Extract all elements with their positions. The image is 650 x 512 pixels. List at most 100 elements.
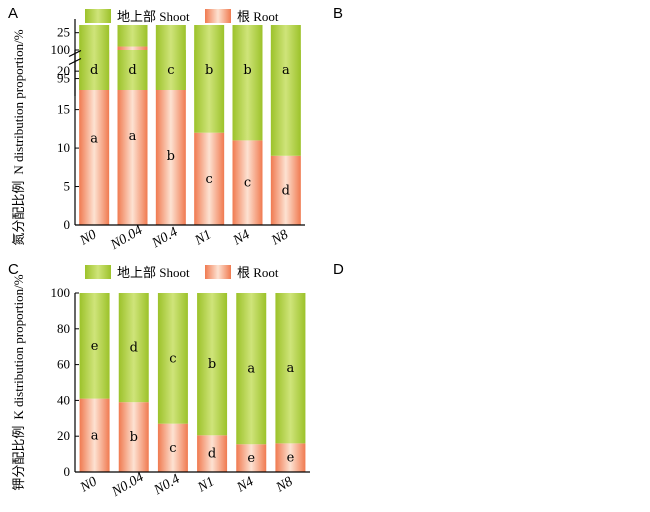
legend-label-shoot: 地上部 Shoot [117,265,190,280]
bar-root-N8 [275,443,306,472]
bar-root-N1 [197,435,228,472]
bar-shoot-lower-N0.04 [117,25,148,47]
sig-letter-shoot: b [243,63,251,78]
legend-label-shoot: 地上部 Shoot [117,9,190,24]
sig-letter-shoot: d [130,341,138,356]
sig-letter-root: c [206,172,213,187]
bar-shoot-upper-N8 [270,50,301,90]
x-tick-label: N0.04 [109,470,147,500]
bar-shoot-upper-N0 [79,50,110,90]
legend-swatch-root [205,265,231,279]
bar-root-N4 [236,444,267,472]
y-tick-label: 20 [57,63,70,78]
axes: 0 5 10 15 20 25 95 100 [51,19,305,232]
x-tick-label: N4 [230,227,253,249]
y-tick-label: 25 [57,25,70,40]
bar-shoot-N8 [275,293,306,444]
bar-root-N8 [270,155,301,225]
panel-letter: B [333,5,343,22]
x-tick-label: N8 [273,474,296,496]
sig-letter-shoot: c [169,351,176,366]
y-tick-label: 0 [64,217,71,232]
x-tick-label: N1 [192,227,215,249]
y-tick-label: 40 [57,392,70,407]
panel-letter: C [8,261,19,278]
x-tick-label: N8 [268,227,291,249]
sig-letter-root: c [169,441,176,456]
bar-shoot-N0.04 [118,293,149,403]
y-tick-label: 95 [57,71,70,86]
bar-root-N1 [194,132,225,225]
y-tick-label: 15 [57,102,70,117]
y-axis-label: 钾分配比例K distribution proportion/% [11,274,26,490]
chart-panel-a: A 地上部 Shoot 根 Root 氮分配比例N distribution prop… [8,5,305,253]
y-axis-label: 氮分配比例N distribution proportion/% [11,29,26,245]
sig-letter-shoot: e [91,339,99,354]
bar-shoot-upper-N0.04 [117,50,148,90]
y-tick-label: 5 [64,179,71,194]
bar-shoot-N4 [236,293,267,445]
bar-shoot-N0.4 [157,293,188,424]
bar-root-N0.04 [118,402,149,472]
sig-letter-root: d [282,183,290,198]
bars: a d a d b c c b c b d a [79,25,301,226]
y-tick-label: 100 [51,285,71,300]
y-tick-label: 10 [57,140,70,155]
legend: 地上部 Shoot 根 Root [85,9,279,24]
bar-root-N0.4 [157,423,188,472]
y-tick-label: 0 [64,464,71,479]
legend-swatch-shoot [85,265,111,279]
sig-letter-root: a [91,428,99,443]
sig-letter-shoot: d [128,63,136,78]
x-tick-label: N0.04 [107,223,145,253]
sig-letter-root: a [129,129,137,144]
sig-letter-root: e [287,451,295,466]
bar-root-N0.4 [155,86,186,226]
sig-letter-shoot: c [167,63,174,78]
bars: a e b d c c d b e a e a [79,293,306,472]
y-tick-label: 100 [51,42,71,57]
sig-letter-shoot: b [205,63,213,78]
sig-letter-root: c [244,176,251,191]
bar-root-N0 [79,398,110,472]
y-tick-label: 20 [57,428,70,443]
x-tick-label: N4 [234,474,257,496]
bar-shoot-N1 [197,293,228,436]
x-tick-label: N0 [77,227,100,249]
bar-shoot-upper-N1 [194,50,225,90]
bar-shoot-upper-N4 [232,50,263,90]
y-tick-label: 60 [57,357,70,372]
panel-letter: D [333,261,344,278]
sig-letter-root: b [167,149,175,164]
sig-letter-shoot: a [287,361,295,376]
sig-letter-root: a [90,131,98,146]
legend: 地上部 Shoot 根 Root [85,265,279,280]
axes: 0 20 40 60 80 100 [51,285,310,479]
sig-letter-root: e [247,451,255,466]
axis-break-mark [68,49,82,58]
panel-letter: A [8,5,18,22]
legend-label-root: 根 Root [237,265,279,280]
sig-letter-shoot: b [208,357,216,372]
chart-panel-c: C 地上部 Shoot 根 Root 钾分配比例K distribution prop… [8,261,310,500]
x-tick-label: N0.4 [149,225,181,252]
sig-letter-root: b [130,430,138,445]
sig-letter-shoot: a [282,63,290,78]
x-tick-label: N0 [77,474,100,496]
bar-shoot-lower-N0 [79,25,110,52]
legend-label-root: 根 Root [237,9,279,24]
x-tick-label: N1 [195,474,218,496]
sig-letter-root: d [208,447,216,462]
legend-swatch-shoot [85,9,111,23]
bar-root-N4 [232,140,263,225]
bar-shoot-lower-N8 [270,25,301,156]
legend-swatch-root [205,9,231,23]
y-tick-label: 80 [57,321,70,336]
bar-shoot-N0 [79,293,110,399]
x-tick-label: N0.4 [151,472,183,499]
sig-letter-shoot: d [90,63,98,78]
axis-break-mark [68,57,82,66]
